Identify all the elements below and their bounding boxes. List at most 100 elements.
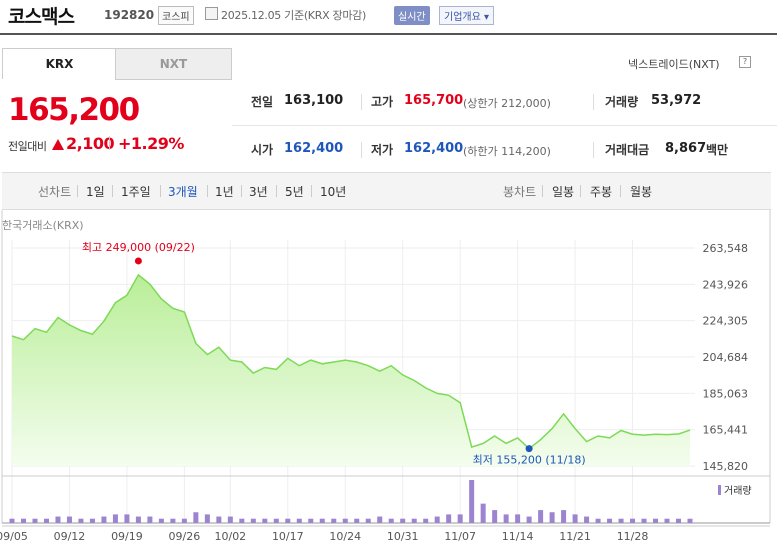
volume-bar bbox=[377, 517, 382, 523]
period-divider bbox=[112, 185, 113, 197]
candle-weekly[interactable]: 주봉 bbox=[590, 183, 612, 200]
volume-bar bbox=[297, 519, 302, 523]
volume-bar bbox=[147, 517, 152, 523]
volume-bar bbox=[446, 514, 451, 523]
price-chart[interactable]: 한국거래소(KRX) 263,548 243,926 224,305 204,684 1… bbox=[0, 210, 777, 555]
volume-bar bbox=[32, 519, 37, 523]
volume-value: 53,972 bbox=[651, 93, 701, 108]
period-divider bbox=[580, 185, 581, 197]
volume-bar bbox=[538, 510, 543, 523]
volume-bar bbox=[78, 519, 83, 523]
current-price: 165,200 bbox=[8, 92, 139, 128]
high-label: 고가 bbox=[371, 93, 393, 110]
volume-bar bbox=[400, 519, 405, 523]
volume-bar bbox=[182, 519, 187, 523]
company-overview-dropdown[interactable]: 기업개요 ▾ bbox=[439, 6, 494, 25]
volume-bar bbox=[481, 504, 486, 523]
y-tick-label: 145,820 bbox=[703, 460, 749, 473]
period-divider bbox=[542, 185, 543, 197]
y-tick-label: 224,305 bbox=[703, 315, 749, 328]
volume-bar bbox=[527, 517, 532, 523]
open-label: 시가 bbox=[251, 141, 273, 158]
volume-bar bbox=[320, 519, 325, 523]
period-1w[interactable]: 1주일 bbox=[121, 183, 151, 200]
x-tick-label: 11/07 bbox=[444, 530, 476, 543]
volume-bar bbox=[366, 519, 371, 523]
quote-divider bbox=[593, 94, 594, 110]
volume-bar bbox=[101, 517, 106, 523]
realtime-button[interactable]: 실시간 bbox=[394, 6, 430, 25]
volume-bars bbox=[10, 480, 693, 523]
nextrade-link[interactable]: 넥스트레이드(NXT) bbox=[628, 56, 720, 72]
line-chart-label[interactable]: 선차트 bbox=[38, 183, 71, 200]
volume-bar bbox=[389, 519, 394, 523]
base-date: 2025.12.05 기준(KRX 장마감) bbox=[221, 7, 366, 23]
calendar-icon bbox=[205, 7, 218, 20]
x-tick-label: 09/26 bbox=[169, 530, 201, 543]
volume-bar bbox=[584, 517, 589, 523]
lower-limit: (하한가 114,200) bbox=[463, 143, 551, 159]
price-area bbox=[12, 275, 690, 466]
volume-bar bbox=[492, 510, 497, 523]
x-tick-label: 11/14 bbox=[502, 530, 534, 543]
candle-chart-label[interactable]: 봉차트 bbox=[503, 183, 536, 200]
period-divider bbox=[77, 185, 78, 197]
x-tick-label: 09/05 bbox=[0, 530, 28, 543]
quote-divider bbox=[593, 142, 594, 158]
period-3y[interactable]: 3년 bbox=[249, 183, 268, 200]
volume-bar bbox=[193, 512, 198, 523]
volume-bar bbox=[170, 519, 175, 523]
volume-bar bbox=[21, 519, 26, 523]
volume-bar bbox=[642, 519, 647, 523]
tab-nxt[interactable]: NXT bbox=[115, 48, 232, 80]
volume-bar bbox=[573, 514, 578, 523]
min-label: 최저 155,200 (11/18) bbox=[473, 454, 586, 467]
volume-bar bbox=[124, 514, 129, 523]
volume-bar bbox=[113, 514, 118, 523]
volume-bar bbox=[159, 519, 164, 523]
x-tick-label: 10/17 bbox=[272, 530, 304, 543]
x-tick-label: 11/21 bbox=[559, 530, 591, 543]
y-tick-label: 204,684 bbox=[703, 351, 749, 364]
stock-name: 코스맥스 bbox=[8, 2, 74, 29]
low-label: 저가 bbox=[371, 141, 393, 158]
upper-limit: (상한가 212,000) bbox=[463, 95, 551, 111]
volume-legend: 거래량 bbox=[724, 485, 752, 497]
tab-krx[interactable]: KRX bbox=[2, 48, 117, 79]
period-1y[interactable]: 1년 bbox=[215, 183, 234, 200]
volume-bar bbox=[274, 519, 279, 523]
x-tick-label: 09/12 bbox=[54, 530, 86, 543]
period-1d[interactable]: 1일 bbox=[86, 183, 105, 200]
open-value: 162,400 bbox=[284, 141, 343, 156]
candle-monthly[interactable]: 월봉 bbox=[630, 183, 652, 200]
low-value: 162,400 bbox=[404, 141, 463, 156]
period-divider bbox=[620, 185, 621, 197]
min-marker bbox=[526, 445, 533, 452]
amount-value: 8,867 bbox=[665, 141, 706, 156]
period-10y[interactable]: 10년 bbox=[320, 183, 346, 200]
volume-bar bbox=[665, 519, 670, 523]
y-tick-label: 243,926 bbox=[703, 278, 749, 291]
volume-bar bbox=[239, 519, 244, 523]
x-tick-label: 09/19 bbox=[111, 530, 143, 543]
volume-bar bbox=[607, 519, 612, 523]
quote-divider bbox=[361, 94, 362, 110]
volume-bar bbox=[251, 519, 256, 523]
x-tick-label: 10/24 bbox=[329, 530, 361, 543]
volume-bar bbox=[136, 517, 141, 523]
change-divider bbox=[109, 136, 110, 150]
volume-bar bbox=[688, 519, 693, 523]
volume-bar bbox=[515, 514, 520, 523]
period-5y[interactable]: 5년 bbox=[285, 183, 304, 200]
volume-bar bbox=[90, 519, 95, 523]
volume-bar bbox=[435, 517, 440, 523]
period-bar bbox=[2, 172, 771, 210]
help-icon[interactable]: ? bbox=[739, 56, 751, 68]
volume-bar bbox=[55, 517, 60, 523]
quote-divider bbox=[361, 142, 362, 158]
candle-daily[interactable]: 일봉 bbox=[552, 183, 574, 200]
period-divider bbox=[276, 185, 277, 197]
volume-bar bbox=[331, 519, 336, 523]
volume-bar bbox=[619, 519, 624, 523]
period-3m[interactable]: 3개월 bbox=[168, 183, 198, 200]
